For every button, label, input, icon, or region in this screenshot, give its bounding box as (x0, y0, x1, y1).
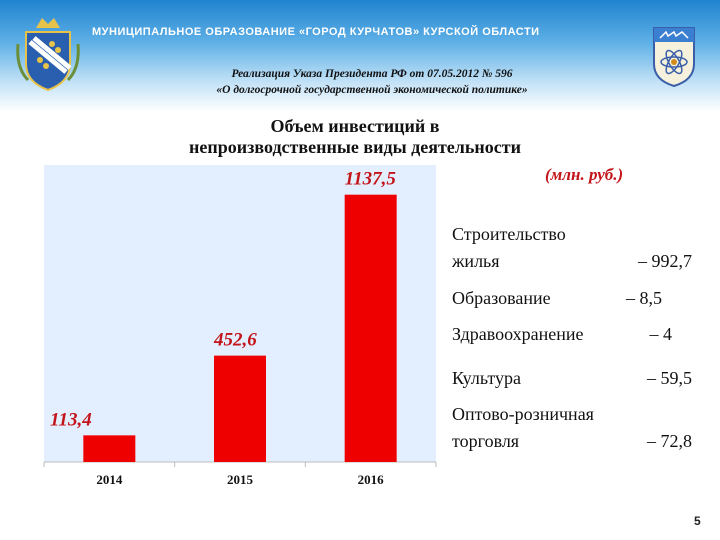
x-tick-label: 2014 (96, 472, 123, 487)
bar (83, 435, 136, 462)
item-label: Строительство (452, 224, 566, 244)
chart-units: (млн. руб.) (545, 165, 624, 184)
item-value: – 72,8 (647, 431, 692, 451)
item-value: – 8,5 (626, 288, 662, 308)
decree-subtitle: Реализация Указа Президента РФ от 07.05.… (231, 68, 513, 80)
item-label-continued: торговля (452, 431, 520, 451)
x-tick-label: 2016 (358, 472, 385, 487)
header-banner: МУНИЦИПАЛЬНОЕ ОБРАЗОВАНИЕ «ГОРОД КУРЧАТО… (0, 0, 720, 112)
item-label: Здравоохранение (452, 324, 584, 344)
kursk-oblast-coat-of-arms-icon (16, 18, 80, 92)
municipality-title: МУНИЦИПАЛЬНОЕ ОБРАЗОВАНИЕ «ГОРОД КУРЧАТО… (92, 26, 540, 38)
bar (214, 355, 266, 462)
chart-title-line1: Объем инвестиций в (270, 116, 440, 136)
decree-policy-subtitle: «О долгосрочной государственной экономич… (216, 84, 528, 96)
data-label: 452,6 (213, 330, 257, 351)
data-label: 113,4 (50, 409, 92, 430)
bar (344, 194, 397, 462)
item-label-continued: жилья (452, 251, 500, 271)
chart-title-line2: непроизводственные виды деятельности (189, 137, 521, 157)
item-label: Культура (452, 368, 521, 388)
item-value: – 4 (649, 324, 673, 344)
item-value: – 992,7 (638, 251, 692, 271)
kurchatov-city-coat-of-arms-icon (653, 27, 695, 88)
item-label: Образование (452, 288, 551, 308)
item-label: Оптово-розничная (452, 404, 594, 424)
data-label: 1137,5 (345, 169, 397, 190)
page-number: 5 (694, 514, 701, 528)
x-tick-label: 2015 (227, 472, 254, 487)
item-value: – 59,5 (647, 368, 692, 388)
